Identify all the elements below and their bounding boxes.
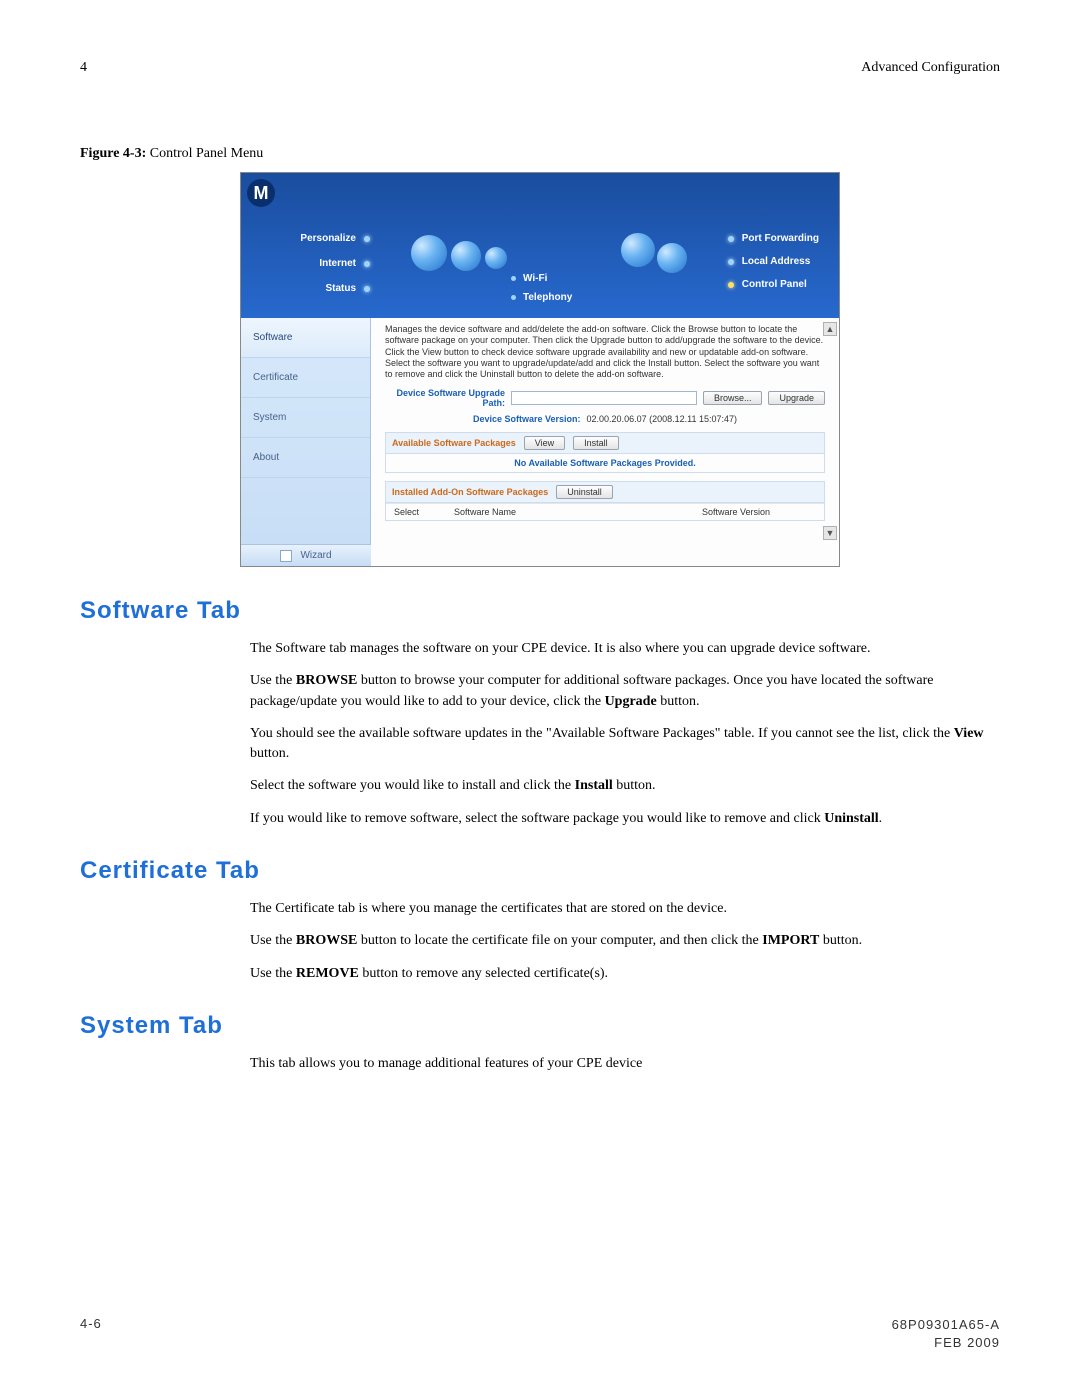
software-p3: You should see the available software up… — [80, 724, 1000, 765]
device-icon — [485, 247, 507, 269]
nav-right: Port Forwarding Local Address Control Pa… — [728, 233, 819, 302]
wizard-label: Wizard — [300, 550, 331, 561]
monitor-icon — [621, 233, 655, 267]
panel-main: ▲ ▼ Manages the device software and add/… — [371, 318, 839, 566]
footer-doc-id: 68P09301A65-A — [892, 1317, 1000, 1332]
col-select: Select — [386, 504, 446, 520]
tab-about[interactable]: About — [241, 438, 370, 478]
certificate-p1: The Certificate tab is where you manage … — [80, 899, 1000, 919]
nav-left: Personalize Internet Status — [286, 233, 356, 308]
control-panel-screenshot: M Personalize Internet Status Wi-Fi Tele… — [240, 172, 840, 567]
nav-status[interactable]: Status — [286, 283, 356, 294]
nav-port-forwarding[interactable]: Port Forwarding — [728, 233, 819, 244]
figure-caption: Figure 4-3: Control Panel Menu — [80, 146, 1000, 162]
heading-software-tab: Software Tab — [80, 597, 1000, 625]
uninstall-button[interactable]: Uninstall — [556, 485, 613, 499]
nav-center: Wi-Fi Telephony — [511, 273, 572, 311]
side-tabs: Software Certificate System About — [241, 318, 371, 566]
footer-page: 4-6 — [80, 1316, 102, 1352]
available-packages-label: Available Software Packages — [392, 438, 516, 448]
col-name: Software Name — [446, 504, 694, 520]
gear-icon — [657, 243, 687, 273]
nav-personalize[interactable]: Personalize — [286, 233, 356, 244]
nav-internet[interactable]: Internet — [286, 258, 356, 269]
heading-certificate-tab: Certificate Tab — [80, 857, 1000, 885]
control-panel-body: Software Certificate System About ▲ ▼ Ma… — [241, 318, 839, 566]
upgrade-path-label: Device Software Upgrade Path: — [385, 388, 505, 408]
software-p2: Use the BROWSE button to browse your com… — [80, 671, 1000, 712]
nav-control-panel[interactable]: Control Panel — [728, 279, 819, 290]
figure-label: Figure 4-3: — [80, 146, 146, 161]
scroll-down-icon[interactable]: ▼ — [823, 526, 837, 540]
certificate-p3: Use the REMOVE button to remove any sele… — [80, 964, 1000, 984]
tab-system[interactable]: System — [241, 398, 370, 438]
available-packages-panel: Available Software Packages View Install… — [385, 432, 825, 473]
wizard-icon — [280, 550, 292, 562]
footer-date: FEB 2009 — [934, 1335, 1000, 1350]
software-p1: The Software tab manages the software on… — [80, 639, 1000, 659]
heading-system-tab: System Tab — [80, 1012, 1000, 1040]
view-button[interactable]: View — [524, 436, 565, 450]
table-header-row: Select Software Name Software Version — [386, 503, 824, 520]
signal-icon — [451, 241, 481, 271]
nav-telephony[interactable]: Telephony — [511, 292, 572, 303]
panel-description: Manages the device software and add/dele… — [385, 324, 825, 380]
section-name: Advanced Configuration — [861, 60, 1000, 76]
nav-local-address[interactable]: Local Address — [728, 256, 819, 267]
page-footer: 4-6 68P09301A65-A FEB 2009 — [80, 1316, 1000, 1352]
wizard-bar[interactable]: Wizard — [241, 544, 371, 566]
col-version: Software Version — [694, 504, 824, 520]
installed-packages-panel: Installed Add-On Software Packages Unins… — [385, 481, 825, 521]
page-number-top: 4 — [80, 60, 87, 76]
certificate-p2: Use the BROWSE button to locate the cert… — [80, 931, 1000, 951]
tab-certificate[interactable]: Certificate — [241, 358, 370, 398]
version-label: Device Software Version: — [473, 414, 581, 424]
nav-wifi[interactable]: Wi-Fi — [511, 273, 572, 284]
page-header: 4 Advanced Configuration — [80, 60, 1000, 76]
upgrade-button[interactable]: Upgrade — [768, 391, 825, 405]
install-button[interactable]: Install — [573, 436, 619, 450]
installed-packages-label: Installed Add-On Software Packages — [392, 487, 548, 497]
software-p4: Select the software you would like to in… — [80, 776, 1000, 796]
tab-software[interactable]: Software — [241, 318, 370, 358]
version-value: 02.00.20.06.07 (2008.12.11 15:07:47) — [587, 414, 737, 424]
software-p5: If you would like to remove software, se… — [80, 809, 1000, 829]
globe-icon — [411, 235, 447, 271]
motorola-logo-icon: M — [247, 179, 275, 207]
browse-button[interactable]: Browse... — [703, 391, 763, 405]
scroll-up-icon[interactable]: ▲ — [823, 322, 837, 336]
no-packages-message: No Available Software Packages Provided. — [386, 454, 824, 472]
upgrade-path-input[interactable] — [511, 391, 697, 405]
system-p1: This tab allows you to manage additional… — [80, 1054, 1000, 1074]
figure-title: Control Panel Menu — [150, 146, 264, 161]
